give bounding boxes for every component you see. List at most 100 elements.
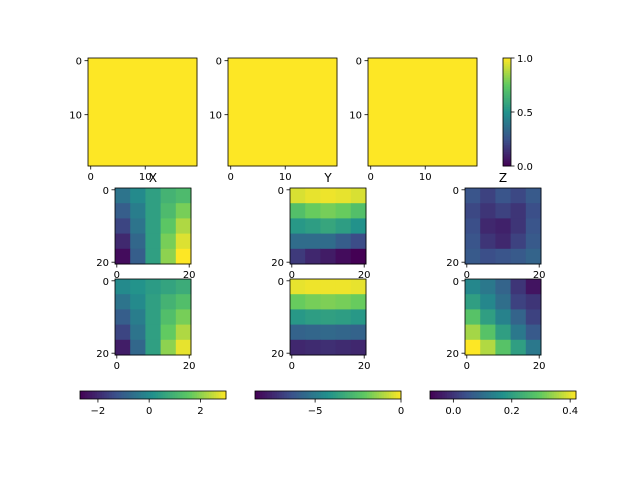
colorbar-gradient <box>568 391 572 399</box>
heatmap-cell <box>145 324 162 341</box>
colorbar-gradient <box>520 391 523 399</box>
colorbar-gradient <box>503 128 511 131</box>
colorbar-gradient <box>503 391 506 399</box>
heatmap-cell <box>480 218 496 235</box>
heatmap-cell <box>145 309 162 326</box>
colorbar-gradient <box>177 391 181 399</box>
colorbar-gradient <box>493 391 497 399</box>
axes-frame <box>114 187 192 265</box>
colorbar-gradient <box>449 391 453 399</box>
y-tick-label: 10 <box>349 111 362 122</box>
colorbar-gradient <box>503 157 511 160</box>
colorbar-gradient <box>276 391 280 399</box>
heatmap-cell <box>305 248 321 265</box>
heatmap-cell <box>335 279 352 295</box>
colorbar-gradient <box>84 391 88 399</box>
colorbar-gradient <box>532 391 536 399</box>
heatmap-cell <box>510 203 527 219</box>
colorbar-gradient <box>485 391 489 399</box>
heatmap-cell <box>290 339 306 356</box>
colorbar-gradient <box>471 391 475 399</box>
colorbar-gradient <box>182 391 186 399</box>
heatmap-cell <box>495 203 512 219</box>
heatmap-cell <box>495 294 512 310</box>
colorbar-gradient <box>111 391 115 399</box>
heatmap-cell <box>175 218 192 235</box>
colorbar-gradient <box>172 391 176 399</box>
heatmap-cell <box>480 309 496 326</box>
colorbar-gradient <box>466 391 470 399</box>
heatmap-cell <box>465 339 481 356</box>
colorbar-gradient <box>464 391 467 399</box>
colorbar-gradient <box>510 391 514 399</box>
colorbar-gradient <box>126 391 130 399</box>
colorbar-gradient <box>328 391 331 399</box>
colorbar-gradient <box>503 113 511 117</box>
colorbar-gradient <box>153 391 156 399</box>
colorbar-gradient <box>388 391 392 399</box>
colorbar-gradient <box>374 391 378 399</box>
colorbar-gradient <box>87 391 91 399</box>
heatmap-cell <box>335 233 352 250</box>
colorbar-gradient <box>503 92 511 95</box>
colorbar-gradient <box>213 391 217 399</box>
heatmap-cell <box>305 218 321 235</box>
colorbar-gradient <box>310 391 314 399</box>
colorbar-gradient <box>257 391 261 399</box>
colorbar-gradient <box>503 104 511 108</box>
colorbar-gradient <box>393 391 397 399</box>
colorbar-gradient <box>150 391 154 399</box>
y-tick-label: 10 <box>69 111 82 122</box>
colorbar-tick-label: 0.0 <box>445 406 461 417</box>
colorbar-tick-label: −5 <box>308 406 323 417</box>
colorbar-gradient <box>318 391 322 399</box>
colorbar-gradient <box>503 155 511 158</box>
heatmap-cell <box>465 203 481 219</box>
heatmap-cell <box>480 203 496 219</box>
heatmap-cell <box>130 233 146 250</box>
x-tick-label: 10 <box>419 172 432 183</box>
y-tick-label: 0 <box>103 186 109 197</box>
colorbar-gradient <box>289 391 292 399</box>
colorbar-gradient <box>80 391 83 399</box>
colorbar-gradient <box>544 391 548 399</box>
axes-frame <box>464 278 542 356</box>
y-tick-label: 0 <box>356 57 362 68</box>
x-tick-label: 0 <box>114 270 120 281</box>
heatmap-cell <box>305 309 321 326</box>
colorbar-gradient <box>444 391 448 399</box>
colorbar-gradient <box>539 391 543 399</box>
heatmap-cell <box>305 233 321 250</box>
colorbar-tick-label: 0 <box>398 406 404 417</box>
heatmap-cell <box>335 218 352 235</box>
colorbar-gradient <box>503 83 511 86</box>
heatmap-cell <box>510 294 527 310</box>
colorbar-gradient <box>349 391 353 399</box>
colorbar-gradient <box>503 88 511 91</box>
heatmap-cell <box>130 218 146 235</box>
colorbar-gradient <box>391 391 395 399</box>
heatmap-cell <box>510 218 527 235</box>
colorbar-gradient <box>503 76 511 79</box>
colorbar-gradient <box>503 79 511 82</box>
x-tick-label: 0 <box>368 172 374 183</box>
colorbar-gradient <box>118 391 122 399</box>
heatmap-cell <box>145 248 162 265</box>
colorbar-tick-label: 1.0 <box>517 54 533 65</box>
colorbar-gradient <box>306 391 310 399</box>
heatmap-cell <box>320 339 337 356</box>
colorbar-gradient <box>364 391 368 399</box>
colorbar-gradient <box>503 77 511 81</box>
colorbar-gradient <box>296 391 300 399</box>
y-tick-label: 0 <box>453 277 459 288</box>
heatmap-cell <box>335 294 352 310</box>
colorbar-gradient <box>442 391 446 399</box>
colorbar-gradient <box>546 391 550 399</box>
heatmap-cell <box>290 188 306 204</box>
heatmap-cell <box>465 248 481 265</box>
x-tick-label: 20 <box>358 270 371 281</box>
colorbar-gradient <box>558 391 562 399</box>
colorbar-gradient <box>301 391 305 399</box>
colorbar-gradient <box>503 85 511 88</box>
colorbar-frame <box>429 390 577 400</box>
